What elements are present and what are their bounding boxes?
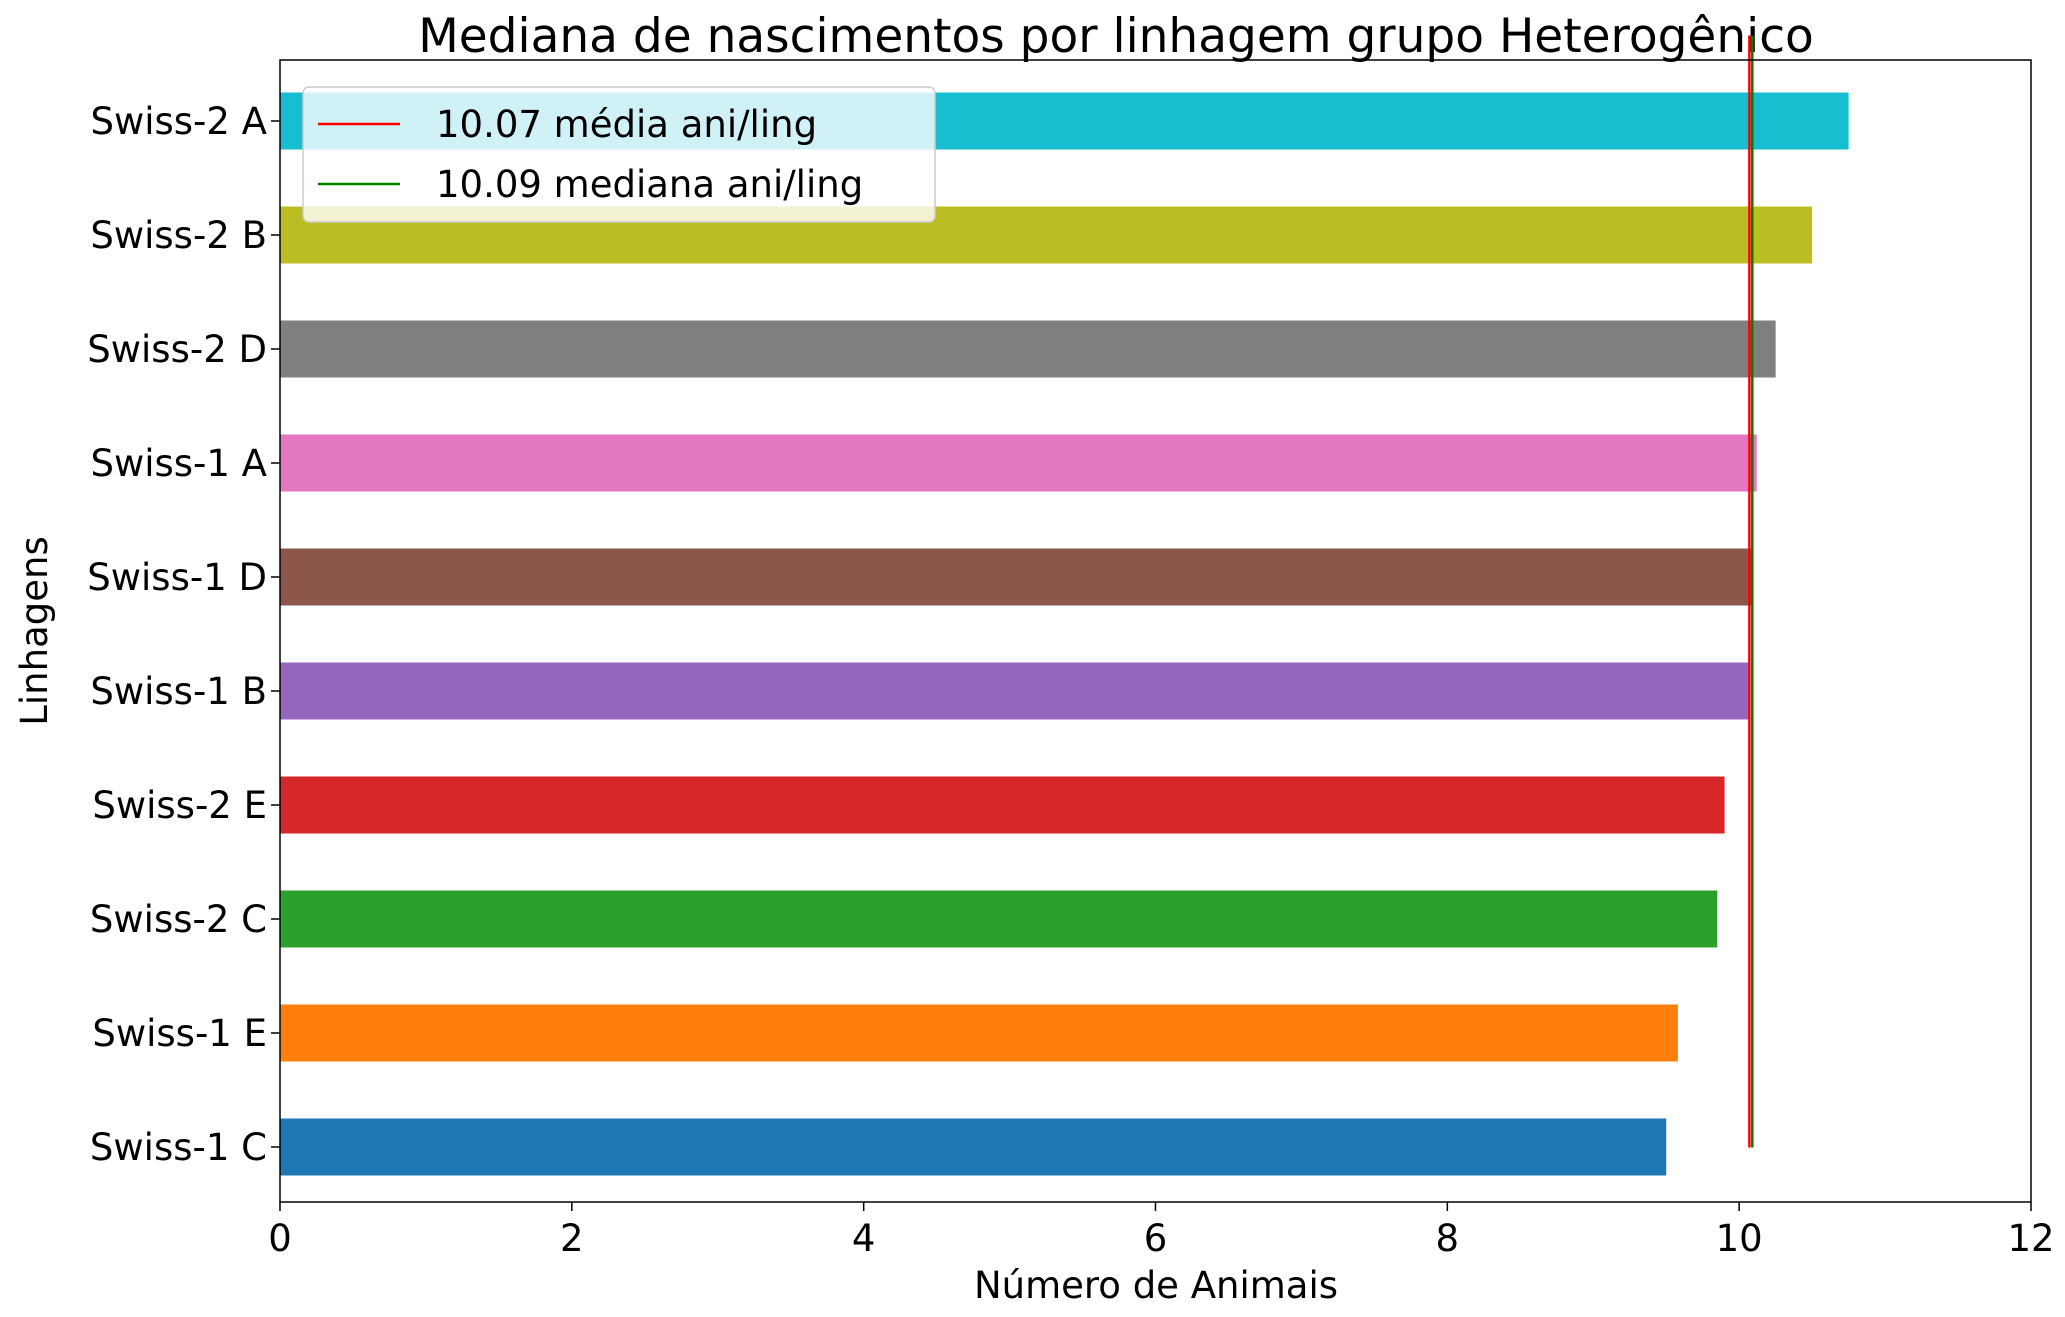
chart-title: Mediana de nascimentos por linhagem grup… xyxy=(418,9,1814,64)
x-tick-label: 12 xyxy=(2007,1217,2054,1260)
bar xyxy=(280,320,1776,378)
x-axis: 0 2 4 6 8 10 12 xyxy=(268,1202,2055,1260)
bar xyxy=(280,662,1750,720)
y-tick-label: Swiss-1 C xyxy=(90,1126,267,1169)
bar xyxy=(280,434,1757,492)
y-axis-label: Linhagens xyxy=(13,536,56,725)
bar xyxy=(280,890,1718,948)
y-tick-label: Swiss-2 B xyxy=(90,214,267,257)
y-tick-label: Swiss-1 D xyxy=(87,556,267,599)
legend: 10.07 média ani/ling 10.09 mediana ani/li… xyxy=(302,86,936,223)
x-axis-label: Número de Animais xyxy=(974,1264,1338,1307)
x-tick-label: 6 xyxy=(1144,1217,1168,1260)
x-tick-label: 8 xyxy=(1436,1217,1460,1260)
y-tick-label: Swiss-1 E xyxy=(92,1012,267,1055)
y-tick-label: Swiss-2 E xyxy=(92,784,267,827)
legend-label: 10.09 mediana ani/ling xyxy=(436,163,863,206)
y-tick-label: Swiss-2 C xyxy=(90,898,267,941)
x-tick-label: 10 xyxy=(1716,1217,1763,1260)
legend-label: 10.07 média ani/ling xyxy=(436,103,817,146)
y-tick-label: Swiss-2 A xyxy=(90,100,267,143)
x-tick-label: 4 xyxy=(852,1217,876,1260)
y-tick-label: Swiss-2 D xyxy=(87,328,267,371)
y-tick-label: Swiss-1 B xyxy=(90,670,267,713)
bar xyxy=(280,1118,1667,1176)
x-tick-label: 0 xyxy=(268,1217,292,1260)
y-axis: Swiss-1 C Swiss-1 E Swiss-2 C Swiss-2 E Swis… xyxy=(87,100,280,1169)
bar xyxy=(280,1004,1678,1062)
x-tick-label: 2 xyxy=(560,1217,584,1260)
bar xyxy=(280,548,1753,606)
legend-box xyxy=(302,86,936,223)
y-tick-label: Swiss-1 A xyxy=(90,442,267,485)
reference-lines xyxy=(1748,35,1754,1148)
bars-layer xyxy=(280,92,1849,1176)
bar xyxy=(280,776,1725,834)
